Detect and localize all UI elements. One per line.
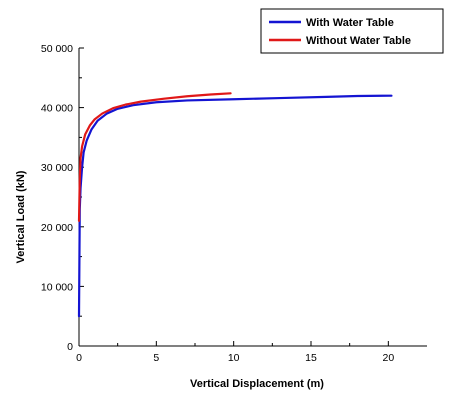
legend-box xyxy=(260,8,444,54)
y-tick-label: 10 000 xyxy=(41,281,73,293)
x-axis-title: Vertical Displacement (m) xyxy=(190,378,324,390)
x-tick-label: 10 xyxy=(228,352,240,364)
legend-label-1: With Water Table xyxy=(306,17,394,29)
series-line-1 xyxy=(77,94,393,318)
legend-label-2: Without Water Table xyxy=(306,35,411,47)
x-tick-label: 15 xyxy=(305,352,317,364)
axes: 0 10 000 20 000 30 000 40 000 50 000 0 5 10 15 20 xyxy=(41,43,427,364)
y-tick-label: 20 000 xyxy=(41,222,73,234)
x-tick-label: 5 xyxy=(153,352,159,364)
y-axis-title: Vertical Load (kN) xyxy=(15,170,27,263)
x-tick-label: 0 xyxy=(76,352,82,364)
legend: With Water Table Without Water Table xyxy=(260,8,444,54)
x-tick-label: 20 xyxy=(382,352,394,364)
series-line-2 xyxy=(77,92,232,222)
y-tick-label: 30 000 xyxy=(41,162,73,174)
y-tick-label: 0 xyxy=(67,341,73,353)
y-tick-label: 50 000 xyxy=(41,43,73,55)
y-tick-label: 40 000 xyxy=(41,103,73,115)
series-layer xyxy=(77,92,393,318)
